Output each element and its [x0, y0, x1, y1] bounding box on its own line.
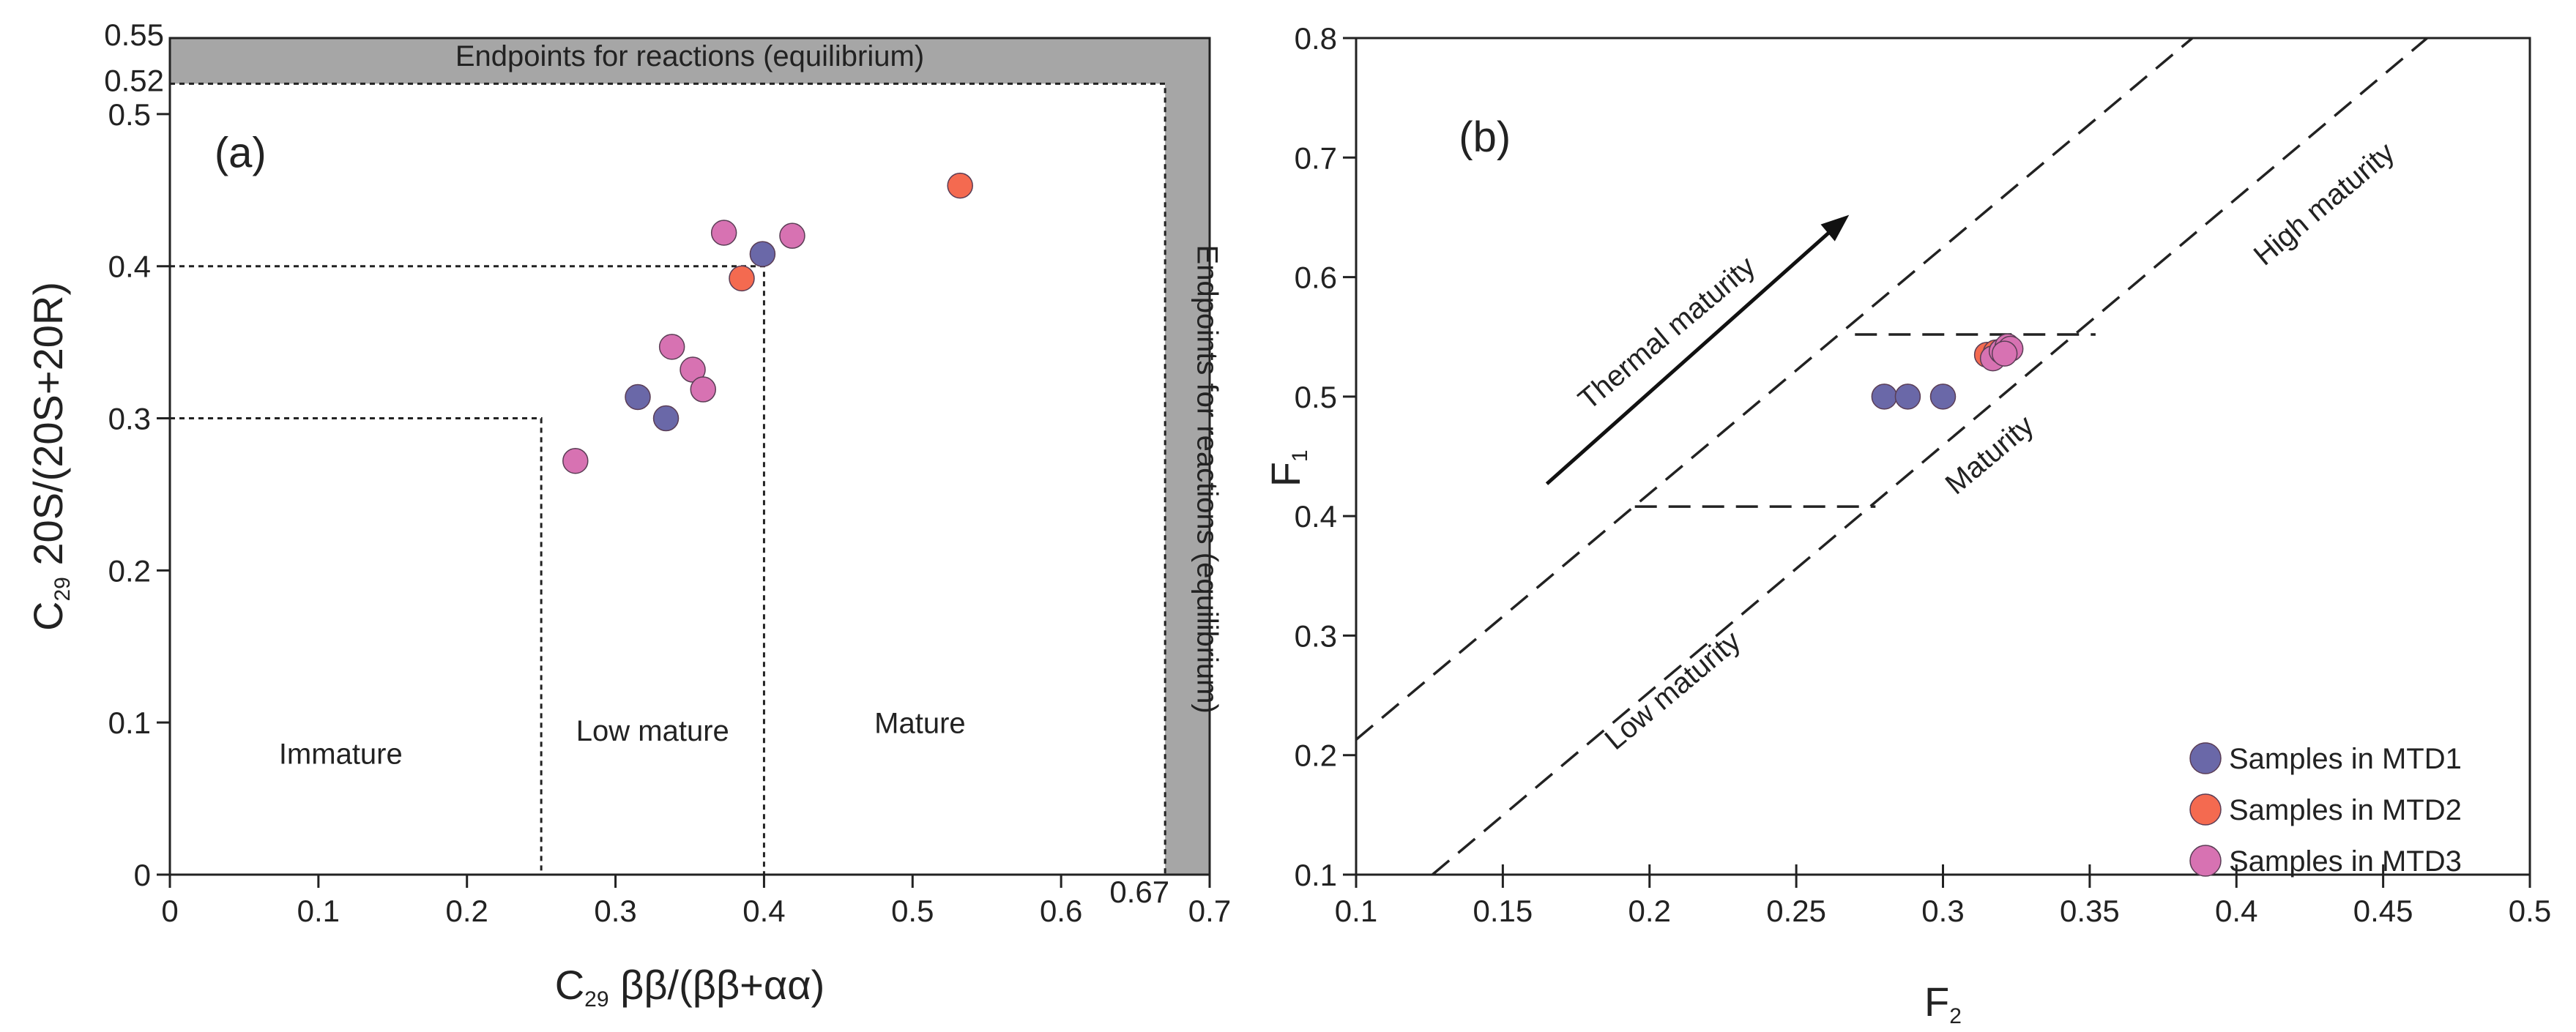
region-label-maturity: Maturity	[1940, 409, 2040, 501]
legend-label: Samples in MTD2	[2229, 794, 2462, 826]
x-tick-label-a: 0.3	[594, 894, 636, 928]
plot-frame-a	[168, 37, 1211, 876]
arrowhead-icon	[1820, 214, 1850, 242]
data-point-mtd2	[729, 265, 755, 292]
equilibrium-band-right	[1165, 38, 1210, 875]
legend-label: Samples in MTD3	[2229, 845, 2462, 878]
y-tick-label-a: 0.2	[108, 553, 151, 588]
y-tick-label-a: 0	[134, 858, 151, 892]
y-tick-label-a: 0.3	[108, 402, 151, 436]
x-axis-label-a-sub: 29	[584, 987, 608, 1012]
y-tick-label-b: 0.2	[1295, 739, 1337, 773]
data-point-mtd1	[652, 405, 680, 432]
y-axis-label-b: F1	[1262, 449, 1312, 487]
legend: Samples in MTD1 Samples in MTD2 Samples in…	[2189, 742, 2462, 878]
maturity-boundary-line	[1356, 38, 2194, 741]
x-tick-label-b: 0.35	[2060, 894, 2120, 928]
tick-label-y-055: 0.55	[104, 18, 164, 52]
x-axis-label-a-prefix: C	[555, 962, 584, 1008]
y-axis-label-a-prefix: C	[25, 602, 71, 631]
y-tick-label-b: 0.1	[1295, 858, 1337, 892]
panel-a: 0 0.1 0.2 0.3 0.4 0.5 0.6 0.7 0 0.1 0.2 0.3 0.4 0.5 E…	[25, 18, 1231, 1012]
x-tick-label-b: 0.2	[1628, 894, 1671, 928]
region-label-high-maturity: High maturity	[2248, 136, 2401, 272]
x-tick-label-b: 0.25	[1766, 894, 1826, 928]
x-tick-label-a: 0.2	[446, 894, 488, 928]
y-tick-label-b: 0.4	[1295, 499, 1337, 534]
y-tick-label-b: 0.3	[1295, 618, 1337, 653]
x-tick-label-a: 0.1	[297, 894, 340, 928]
x-tick-label-b: 0.1	[1335, 894, 1377, 928]
data-points-b	[1871, 333, 2024, 410]
data-point-mtd1	[749, 241, 776, 267]
data-point-mtd1	[1929, 384, 1957, 410]
legend-marker	[2189, 742, 2222, 774]
endpoint-label-right: Endpoints for reactions (equilibrium)	[1191, 245, 1224, 714]
maturity-lines	[1356, 38, 2428, 875]
y-tick-label-b: 0.7	[1295, 141, 1337, 175]
tick-label-x-067: 0.67	[1109, 875, 1169, 909]
x-axis-label-a-text: ββ/(ββ+αα)	[609, 962, 825, 1008]
axis-ticks-b: 0.1 0.15 0.2 0.25 0.3 0.35 0.4 0.45 0.5 0.1 0.2 0.3…	[1295, 21, 2552, 928]
boundary-immature	[170, 417, 543, 875]
region-label-thermal-maturity: Thermal maturity	[1572, 250, 1761, 416]
region-label-immature: Immature	[279, 738, 403, 770]
data-point-mtd3	[562, 447, 589, 474]
data-point-mtd3	[1991, 340, 2018, 367]
x-tick-label-b: 0.3	[1921, 894, 1964, 928]
y-axis-label-a-text: 20S/(20S+20R)	[25, 282, 71, 577]
x-axis-label-b: F2	[1924, 979, 1962, 1028]
y-tick-label-a: 0.4	[108, 250, 151, 284]
region-label-low-maturity: Low maturity	[1598, 625, 1746, 756]
y-axis-label-a-sub: 29	[51, 577, 75, 601]
x-tick-label-b: 0.5	[2509, 894, 2551, 928]
x-tick-label-b: 0.4	[2215, 894, 2257, 928]
legend-marker	[2189, 845, 2222, 877]
panel-label-a: (a)	[215, 130, 267, 177]
y-axis-label-b-sub: 1	[1288, 449, 1312, 462]
tick-label-y-052: 0.52	[104, 63, 164, 97]
x-tick-label-a: 0	[161, 894, 178, 928]
x-axis-label-b-sub: 2	[1949, 1004, 1962, 1028]
data-point-mtd3	[710, 220, 737, 246]
endpoint-label-top: Endpoints for reactions (equilibrium)	[455, 40, 924, 72]
data-point-mtd3	[690, 376, 717, 403]
equilibrium-band-top	[170, 38, 1210, 84]
region-label-mature: Mature	[874, 708, 966, 740]
data-point-mtd3	[779, 223, 805, 249]
x-axis-label-b-prefix: F	[1924, 979, 1949, 1025]
x-tick-label-a: 0.5	[891, 894, 934, 928]
y-axis-label-a: C29 20S/(20S+20R)	[25, 282, 75, 631]
data-point-mtd1	[1871, 384, 1898, 410]
y-axis-label-b-prefix: F	[1262, 462, 1309, 487]
data-point-mtd1	[1894, 384, 1921, 410]
x-axis-label-a: C29 ββ/(ββ+αα)	[555, 962, 825, 1012]
x-tick-label-b: 0.45	[2353, 894, 2413, 928]
data-points-a	[562, 172, 973, 474]
y-tick-label-a: 0.5	[108, 97, 151, 132]
data-point-mtd3	[658, 334, 685, 360]
x-tick-label-a: 0.4	[742, 894, 785, 928]
axis-ticks-a: 0 0.1 0.2 0.3 0.4 0.5 0.6 0.7 0 0.1 0.2 0.3 0.4 0.5	[108, 97, 1232, 928]
data-point-mtd1	[625, 384, 651, 411]
y-tick-label-a: 0.1	[108, 706, 151, 740]
legend-marker	[2189, 793, 2222, 826]
x-tick-label-b: 0.15	[1473, 894, 1533, 928]
maturity-boundary-line	[1432, 38, 2428, 875]
thermal-maturity-arrow	[1545, 218, 1845, 485]
y-tick-label-b: 0.6	[1295, 261, 1337, 295]
x-tick-label-a: 0.6	[1040, 894, 1082, 928]
y-tick-label-b: 0.8	[1295, 21, 1337, 56]
x-tick-label-a: 0.7	[1188, 894, 1231, 928]
y-tick-label-b: 0.5	[1295, 380, 1337, 414]
data-point-mtd2	[947, 172, 973, 199]
region-label-low-mature: Low mature	[576, 715, 729, 747]
panel-label-b: (b)	[1459, 113, 1511, 161]
legend-label: Samples in MTD1	[2229, 743, 2462, 775]
panel-b: 0.1 0.15 0.2 0.25 0.3 0.35 0.4 0.45 0.5 0.1 0.2 0.3…	[1262, 21, 2551, 1028]
